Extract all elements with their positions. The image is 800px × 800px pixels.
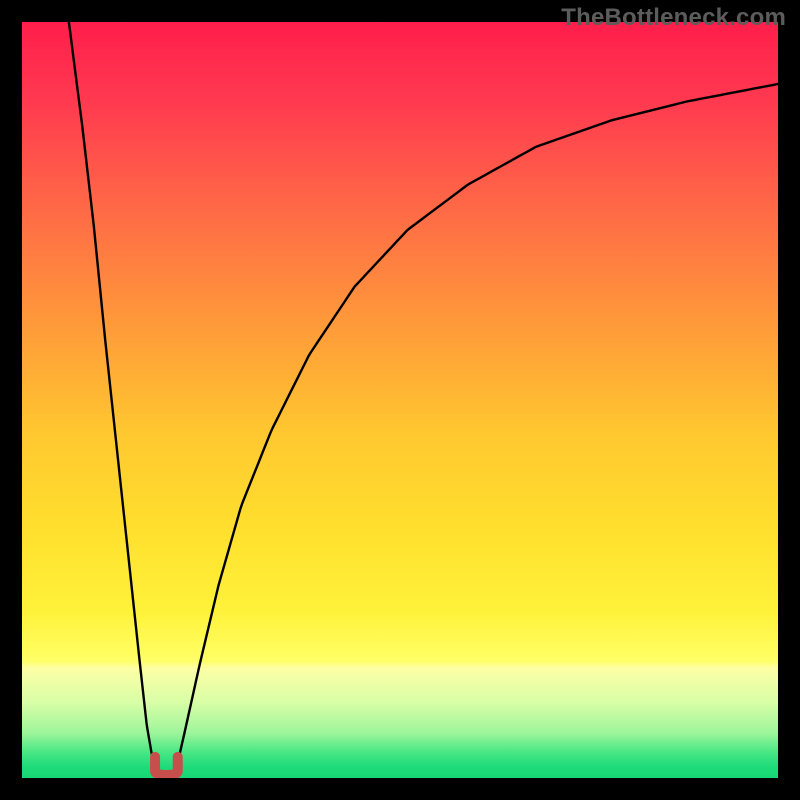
chart-frame: TheBottleneck.com xyxy=(0,0,800,800)
watermark-text: TheBottleneck.com xyxy=(561,4,786,32)
bottleneck-curve-plot xyxy=(0,0,800,800)
